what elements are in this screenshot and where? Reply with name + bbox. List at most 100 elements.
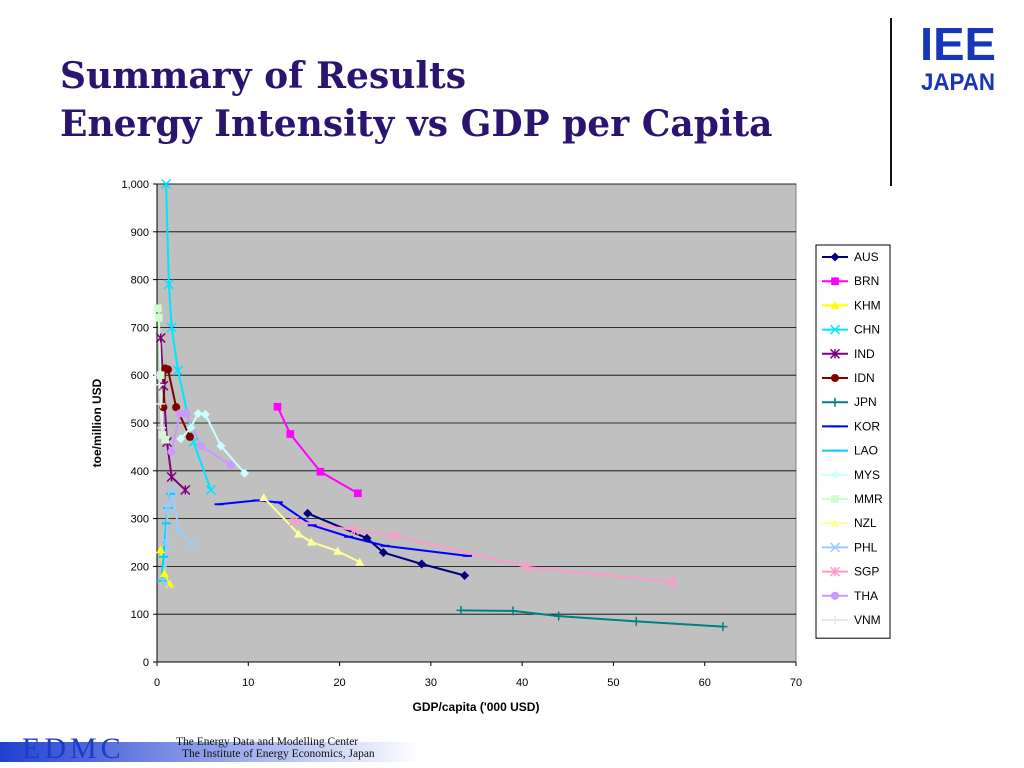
x-tick-label: 10 (242, 677, 254, 689)
x-tick-label: 50 (607, 677, 619, 689)
point-mmr (155, 314, 163, 322)
legend-marker-vnm (830, 615, 840, 625)
point-aus (378, 548, 388, 558)
point-aus (303, 508, 313, 518)
legend-label-sgp: SGP (854, 565, 879, 579)
logo-bottom: JAPAN (921, 69, 995, 94)
y-tick-label: 500 (131, 418, 149, 430)
point-phl (167, 484, 178, 495)
point-tha (167, 447, 176, 456)
point-chn (166, 322, 177, 333)
y-tick-label: 900 (131, 227, 149, 239)
legend-marker-brn (831, 277, 839, 286)
point-phl (173, 526, 184, 537)
x-tick-label: 0 (154, 677, 160, 689)
point-phl (186, 538, 197, 549)
point-vnm (158, 432, 168, 442)
point-brn (316, 467, 325, 476)
title-line-2: Energy Intensity vs GDP per Capita (60, 103, 773, 145)
point-mmr (161, 435, 170, 444)
point-mys (216, 441, 226, 451)
point-mys (193, 408, 203, 418)
y-tick-label: 100 (131, 609, 149, 621)
legend-label-lao: LAO (854, 444, 878, 458)
y-tick-label: 200 (131, 561, 149, 573)
legend-label-brn: BRN (854, 274, 879, 288)
legend-marker-idn (830, 373, 840, 383)
legend-label-jpn: JPN (854, 395, 877, 409)
point-jpn (508, 606, 518, 616)
point-ind (180, 484, 191, 495)
legend-label-mmr: MMR (854, 492, 883, 506)
legend-label-aus: AUS (854, 250, 879, 264)
x-tick-label: 60 (699, 677, 711, 689)
point-tha (196, 441, 205, 450)
point-brn (286, 430, 295, 438)
point-chn (205, 484, 216, 495)
x-tick-label: 70 (790, 677, 802, 689)
point-khm (159, 569, 169, 578)
legend-marker-mmr (831, 495, 839, 503)
point-mmr (154, 304, 162, 313)
series-line-chn (165, 183, 212, 491)
point-idn (163, 365, 173, 374)
footer-line-2: The Institute of Energy Economics, Japan (182, 748, 375, 760)
point-nzl (333, 546, 343, 555)
point-phl (160, 578, 171, 589)
point-mmr (158, 431, 167, 439)
x-tick-label: 30 (425, 677, 437, 689)
point-tha (182, 409, 191, 418)
point-jpn (554, 611, 564, 621)
slide-title: Summary of Results Energy Intensity vs G… (60, 52, 773, 148)
y-tick-label: 600 (131, 370, 149, 382)
point-mys (200, 409, 210, 419)
point-sgp (288, 515, 299, 527)
legend-marker-chn (829, 324, 841, 335)
legend-label-idn: IDN (854, 371, 875, 385)
title-line-1: Summary of Results (60, 55, 466, 97)
point-phl (162, 501, 173, 512)
legend-marker-mys (830, 470, 840, 480)
point-nzl (259, 493, 269, 502)
footer-line-1: The Energy Data and Modelling Center (176, 736, 359, 748)
point-ind (166, 471, 177, 483)
point-jpn (631, 616, 641, 626)
legend-marker-nzl (830, 518, 840, 527)
point-idn (172, 403, 181, 412)
point-mys (186, 423, 196, 433)
x-tick-label: 40 (516, 677, 528, 689)
x-tick-label: 20 (333, 677, 345, 689)
y-tick-label: 700 (131, 322, 149, 334)
point-jpn (456, 605, 466, 615)
logo-top: IEE (920, 18, 996, 70)
point-vnm (157, 423, 167, 433)
point-aus (417, 559, 427, 569)
title-divider (890, 18, 892, 186)
legend-marker-phl (829, 542, 841, 553)
legend-marker-jpn (830, 397, 840, 407)
x-axis-label: GDP/capita ('000 USD) (413, 700, 540, 714)
series-line-brn (276, 406, 359, 495)
legend-label-mys: MYS (854, 468, 880, 482)
legend-label-phl: PHL (854, 540, 878, 554)
legend-marker-sgp (829, 566, 841, 577)
point-ind (155, 332, 166, 343)
y-axis-label: toe/million USD (90, 378, 104, 467)
point-brn (273, 402, 282, 411)
legend-label-tha: THA (854, 589, 878, 603)
y-tick-label: 400 (131, 466, 149, 478)
point-idn (185, 432, 194, 441)
point-sgp (389, 530, 400, 541)
point-vnm (155, 380, 165, 390)
edmc-logo: EDMC (22, 732, 125, 765)
point-nzl (306, 537, 316, 546)
point-mys (176, 434, 186, 444)
legend-marker-tha (830, 591, 840, 600)
point-nzl (355, 557, 365, 566)
legend-box (815, 244, 891, 639)
point-chn (172, 365, 184, 376)
legend-marker-aus (830, 252, 840, 262)
energy-intensity-chart: 0 100 200 300 400 500 600 700 800 900 1,000 0 10 20 30… (90, 178, 891, 714)
point-jpn (718, 622, 728, 632)
point-vnm (154, 370, 164, 380)
